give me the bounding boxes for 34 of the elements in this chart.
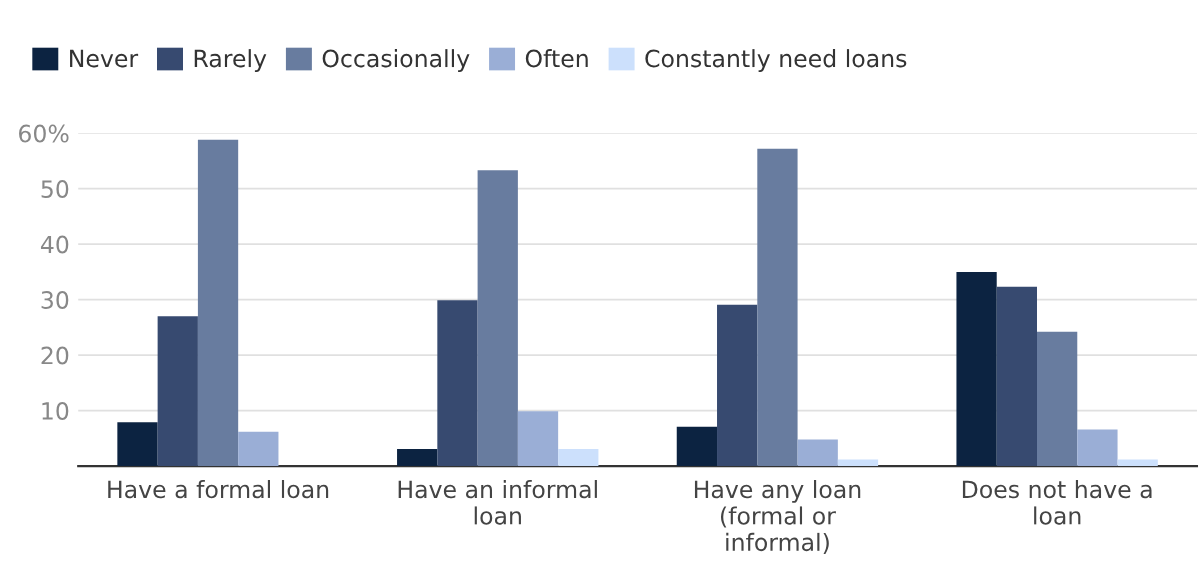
bar xyxy=(676,426,718,467)
legend-label: Occasionally xyxy=(322,49,470,72)
bar xyxy=(197,139,239,467)
bar xyxy=(956,271,997,467)
y-tick-label: 40 xyxy=(40,235,69,254)
bar xyxy=(558,448,599,467)
x-tick-label: Have any loan (formal or informal) xyxy=(694,479,861,554)
bar xyxy=(238,431,279,467)
legend-label: Constantly need loans xyxy=(645,49,907,72)
bar xyxy=(996,286,1037,467)
bar xyxy=(397,448,438,467)
y-tick-label: 20 xyxy=(41,346,69,365)
bar xyxy=(1117,459,1158,467)
legend-label: Often xyxy=(525,49,588,68)
bar xyxy=(157,316,198,467)
legend-label: Rarely xyxy=(194,49,267,72)
bar xyxy=(517,411,559,467)
bar xyxy=(1037,331,1078,467)
x-tick-label: Have a formal loan xyxy=(108,479,329,499)
bar xyxy=(837,459,879,467)
bar xyxy=(717,304,758,467)
bar xyxy=(757,148,798,467)
bar xyxy=(477,170,518,467)
bar xyxy=(797,439,838,467)
y-tick-label: 50 xyxy=(41,180,69,198)
y-tick-label: 30 xyxy=(41,291,69,309)
bar xyxy=(117,422,158,467)
legend-label: Never xyxy=(70,49,139,68)
bar xyxy=(437,300,478,467)
y-tick-label: 10 xyxy=(42,402,69,420)
x-tick-label: Does not have a loan xyxy=(962,479,1152,525)
y-tick-label: 60% xyxy=(19,124,69,143)
bar xyxy=(1077,429,1118,467)
x-tick-label: Have an informal loan xyxy=(398,479,597,525)
